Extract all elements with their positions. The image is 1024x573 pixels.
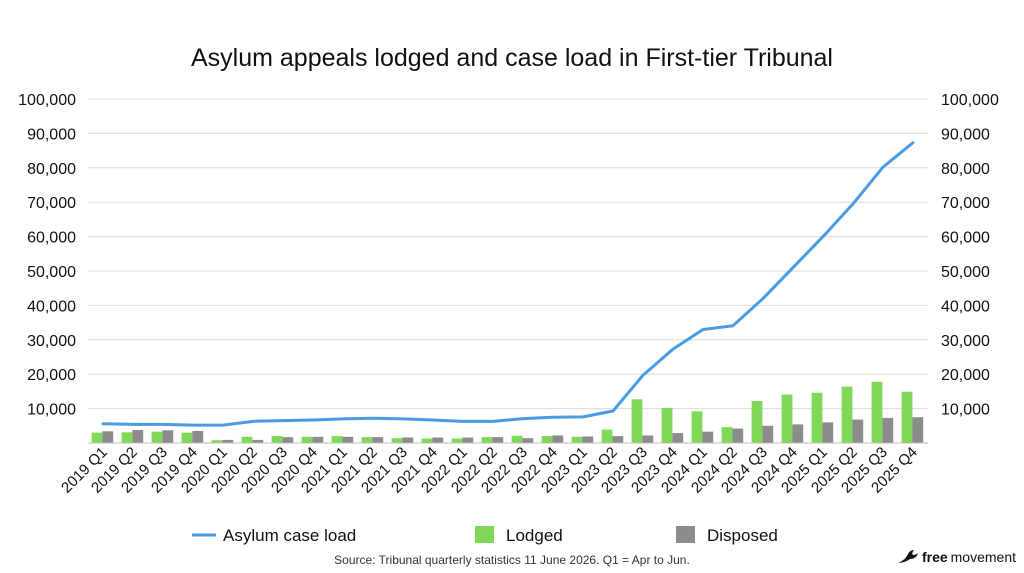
bar-lodged <box>121 432 133 443</box>
bars-layer <box>91 381 924 443</box>
line-asylum-case-load <box>101 141 915 427</box>
y-tick-label-right: 50,000 <box>941 264 990 281</box>
y-tick-label-left: 100,000 <box>18 92 76 109</box>
bar-lodged <box>721 427 733 443</box>
bar-lodged <box>751 401 763 443</box>
bar-disposed <box>822 422 834 443</box>
legend-swatch-disposed <box>676 526 695 543</box>
bar-lodged <box>481 437 493 443</box>
bar-lodged <box>901 391 913 443</box>
legend-layer: Asylum case load Lodged Disposed <box>192 526 778 545</box>
bar-lodged <box>571 436 583 443</box>
bar-lodged <box>511 435 523 443</box>
bar-disposed <box>282 437 294 443</box>
bar-lodged <box>181 432 193 443</box>
bird-logo-icon <box>897 550 918 563</box>
y-tick-label-right: 20,000 <box>941 367 990 384</box>
bar-lodged <box>541 436 553 443</box>
y-tick-label-right: 90,000 <box>941 126 990 143</box>
bar-lodged <box>871 381 883 443</box>
bar-disposed <box>642 435 654 443</box>
y-tick-label-left: 60,000 <box>27 230 76 247</box>
line-layer <box>101 141 915 427</box>
bar-lodged <box>331 436 343 443</box>
y-tick-label-left: 50,000 <box>27 264 76 281</box>
bar-disposed <box>732 428 744 443</box>
y-tick-label-left: 10,000 <box>27 402 76 419</box>
bar-disposed <box>162 430 174 443</box>
bar-lodged <box>211 440 223 443</box>
legend-swatch-lodged <box>475 526 494 543</box>
bar-lodged <box>361 437 373 443</box>
legend-label-lodged: Lodged <box>506 526 563 545</box>
bar-disposed <box>462 437 474 443</box>
bar-lodged <box>271 436 283 443</box>
brand-name-bold: free <box>921 549 948 565</box>
bar-disposed <box>852 419 864 443</box>
bar-lodged <box>811 392 823 443</box>
y-tick-label-right: 100,000 <box>941 92 999 109</box>
bar-disposed <box>252 439 264 443</box>
y-tick-label-right: 60,000 <box>941 230 990 247</box>
y-tick-label-right: 30,000 <box>941 333 990 350</box>
brand-name-regular: movement <box>950 549 1016 565</box>
bar-disposed <box>342 436 354 443</box>
y-tick-label-left: 20,000 <box>27 367 76 384</box>
brand-logo: free movement <box>897 549 1016 565</box>
y-tick-label-right: 80,000 <box>941 161 990 178</box>
bar-disposed <box>792 424 804 443</box>
bar-lodged <box>781 394 793 443</box>
legend-label-asylum-case-load: Asylum case load <box>223 526 356 545</box>
y-tick-label-right: 70,000 <box>941 195 990 212</box>
bar-disposed <box>492 437 504 443</box>
bar-disposed <box>702 431 714 443</box>
y-tick-label-left: 70,000 <box>27 195 76 212</box>
bar-disposed <box>882 417 894 443</box>
source-note: Source: Tribunal quarterly statistics 11… <box>334 553 690 567</box>
bar-disposed <box>102 431 114 443</box>
bar-lodged <box>451 438 463 443</box>
bar-disposed <box>312 436 324 443</box>
bar-lodged <box>601 429 613 443</box>
bar-disposed <box>132 429 144 443</box>
bar-disposed <box>582 436 594 443</box>
bar-disposed <box>612 436 624 443</box>
bar-lodged <box>631 399 643 443</box>
bar-disposed <box>192 430 204 443</box>
bar-disposed <box>222 439 234 443</box>
bar-lodged <box>301 436 313 443</box>
bar-disposed <box>552 435 564 443</box>
bar-lodged <box>241 436 253 443</box>
bar-disposed <box>372 437 384 443</box>
y-tick-label-right: 40,000 <box>941 298 990 315</box>
bar-lodged <box>391 438 403 443</box>
legend-label-disposed: Disposed <box>707 526 778 545</box>
chart-title: Asylum appeals lodged and case load in F… <box>190 44 833 72</box>
bar-lodged <box>841 386 853 443</box>
y-tick-label-left: 80,000 <box>27 161 76 178</box>
y-tick-label-right: 10,000 <box>941 402 990 419</box>
bar-disposed <box>402 437 414 443</box>
bar-lodged <box>661 407 673 443</box>
bar-lodged <box>421 438 433 443</box>
bar-disposed <box>762 425 774 443</box>
y-tick-label-left: 90,000 <box>27 126 76 143</box>
bar-disposed <box>912 417 924 443</box>
grid-layer <box>88 98 928 410</box>
y-tick-label-left: 40,000 <box>27 298 76 315</box>
bar-disposed <box>432 437 444 443</box>
bar-lodged <box>691 411 703 443</box>
y-tick-label-left: 30,000 <box>27 333 76 350</box>
bar-disposed <box>522 438 534 443</box>
bar-lodged <box>151 431 163 443</box>
bar-lodged <box>91 432 103 443</box>
bar-disposed <box>672 433 684 443</box>
